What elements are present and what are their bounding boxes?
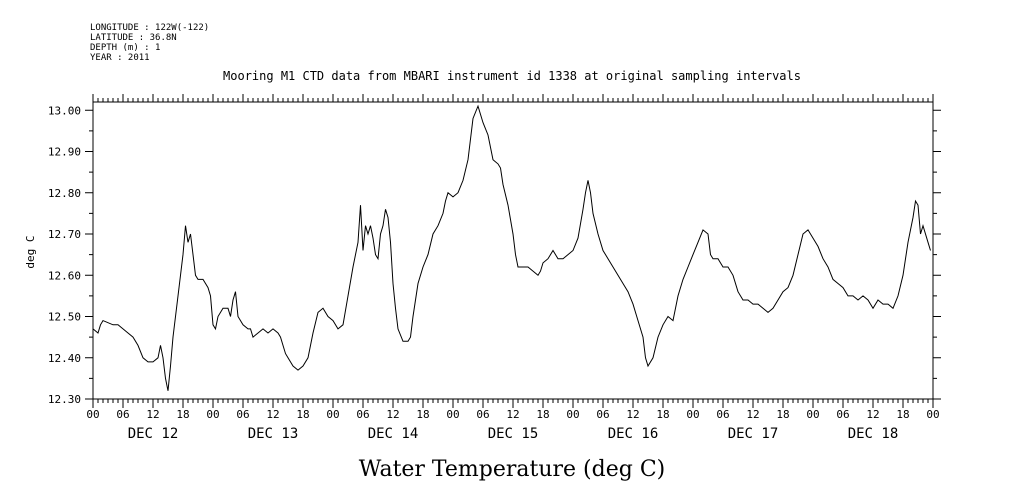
- x-tick-label: 00: [686, 408, 699, 421]
- depth-label: DEPTH (m) : 1: [90, 43, 160, 53]
- x-tick-label: 12: [386, 408, 399, 421]
- x-tick-label: 18: [536, 408, 549, 421]
- x-tick-label: 00: [446, 408, 459, 421]
- x-tick-label: 18: [896, 408, 909, 421]
- day-label: DEC 12: [128, 426, 179, 442]
- y-tick-label: 12.50: [48, 311, 81, 324]
- y-tick-label: 12.40: [48, 352, 81, 365]
- x-tick-label: 12: [146, 408, 159, 421]
- x-tick-label: 06: [116, 408, 129, 421]
- latitude-label: LATITUDE : 36.8N: [90, 33, 177, 43]
- x-axis-title: Water Temperature (deg C): [359, 457, 666, 482]
- x-tick-label: 00: [206, 408, 219, 421]
- day-label: DEC 14: [368, 426, 419, 442]
- year-label: YEAR : 2011: [90, 53, 150, 63]
- y-axis-label: deg C: [24, 235, 37, 268]
- chart-title: Mooring M1 CTD data from MBARI instrumen…: [223, 69, 801, 83]
- x-tick-label: 12: [746, 408, 759, 421]
- x-tick-label: 06: [476, 408, 489, 421]
- plot-frame: [92, 101, 934, 400]
- x-tick-label: 18: [296, 408, 309, 421]
- y-tick-label: 12.30: [48, 393, 81, 406]
- day-label: DEC 17: [728, 426, 779, 442]
- day-label: DEC 18: [848, 426, 899, 442]
- day-label: DEC 13: [248, 426, 299, 442]
- x-tick-label: 00: [326, 408, 339, 421]
- x-tick-label: 18: [776, 408, 789, 421]
- x-tick-label: 06: [356, 408, 369, 421]
- x-tick-label: 18: [176, 408, 189, 421]
- x-tick-label: 00: [86, 408, 99, 421]
- metadata-header: LONGITUDE : 122W(-122) LATITUDE : 36.8N …: [90, 23, 209, 63]
- x-tick-label: 06: [836, 408, 849, 421]
- longitude-label: LONGITUDE : 122W(-122): [90, 23, 209, 33]
- y-axis: 12.30 12.40 12.50 12.60 12.70 12.80 12.90 13.00: [48, 104, 941, 406]
- x-tick-label: 12: [506, 408, 519, 421]
- x-tick-label: 18: [656, 408, 669, 421]
- y-tick-label: 13.00: [48, 104, 81, 117]
- x-tick-label: 18: [416, 408, 429, 421]
- x-tick-label: 12: [266, 408, 279, 421]
- temperature-series-line: [92, 104, 931, 391]
- day-label: DEC 16: [608, 426, 659, 442]
- x-tick-label: 06: [716, 408, 729, 421]
- x-tick-label: 06: [236, 408, 249, 421]
- y-tick-label: 12.90: [48, 146, 81, 159]
- y-tick-label: 12.70: [48, 228, 81, 241]
- day-label: DEC 15: [488, 426, 539, 442]
- y-tick-label: 12.60: [48, 269, 81, 282]
- x-axis: 00 06 12 18 00 06 12 18 00 06 12 18 00 06 12 18 00 06 12 18…: [86, 94, 940, 442]
- x-tick-label: 00: [566, 408, 579, 421]
- x-tick-label: 12: [866, 408, 879, 421]
- x-tick-label: 00: [806, 408, 819, 421]
- minor-ticks: [92, 98, 934, 403]
- x-tick-label: 12: [626, 408, 639, 421]
- x-tick-label: 06: [596, 408, 609, 421]
- x-tick-label: 00: [926, 408, 939, 421]
- y-tick-label: 12.80: [48, 187, 81, 200]
